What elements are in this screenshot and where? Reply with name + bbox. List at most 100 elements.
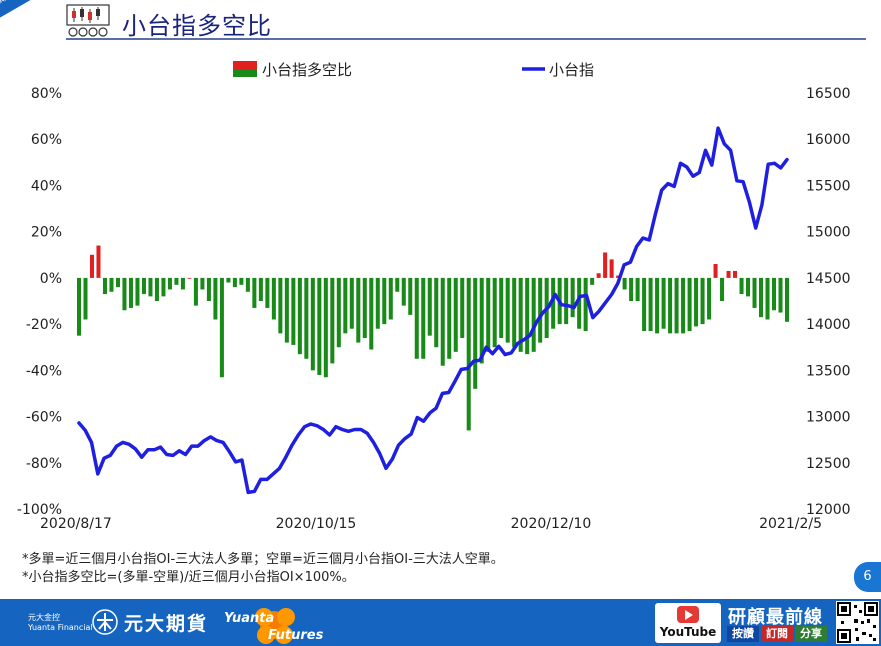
- bar: [102, 277, 107, 295]
- bar: [382, 277, 387, 325]
- y-axis-right: 16500 16000 15500 15000 14500 14000 13500 13000…: [806, 86, 851, 518]
- bar: [291, 277, 296, 345]
- legend-bar-label: 小台指多空比: [262, 61, 352, 79]
- bar: [128, 277, 133, 308]
- bar: [421, 277, 426, 359]
- corner-banner: YUANTA F: [0, 0, 56, 21]
- bar: [583, 277, 588, 332]
- bar: [765, 277, 770, 320]
- bar: [252, 277, 257, 308]
- price-line: [77, 126, 789, 495]
- y-axis-left: 80% 60% 40% 20% 0% -20% -40% -60% -80% -100%: [17, 86, 62, 518]
- bar: [115, 277, 120, 288]
- bar: [518, 277, 523, 352]
- chart-legend: 小台指多空比 小台指: [233, 61, 594, 79]
- bar: [167, 277, 172, 290]
- footer-small-brand-en: Yuanta Financial: [28, 623, 93, 632]
- bar: [310, 277, 315, 371]
- bar: [395, 277, 400, 292]
- bar: [336, 277, 341, 348]
- bar: [271, 277, 276, 320]
- bar: [681, 277, 686, 334]
- bar: [479, 277, 484, 364]
- bar: [154, 277, 159, 301]
- bar: [700, 277, 705, 325]
- bar: [226, 277, 231, 283]
- bar: [434, 277, 439, 348]
- bar: [388, 277, 393, 320]
- x-tick-label: 2020/8/17: [40, 516, 112, 532]
- bar: [687, 277, 692, 332]
- youtube-label: YouTube: [659, 625, 717, 639]
- bar: [427, 277, 432, 336]
- bar: [122, 277, 127, 311]
- youtube-button[interactable]: YouTube: [655, 603, 721, 643]
- bar: [343, 277, 348, 334]
- bar: [362, 277, 367, 338]
- y-right-tick-label: 15500: [806, 178, 851, 194]
- bar: [408, 277, 413, 315]
- bar: [200, 277, 205, 290]
- bar: [453, 277, 458, 352]
- bar: [759, 277, 764, 318]
- share-button[interactable]: 分享: [795, 626, 827, 642]
- y-left-tick-label: 60%: [31, 132, 62, 148]
- y-left-tick-label: -80%: [26, 456, 62, 472]
- bar: [538, 277, 543, 343]
- y-left-tick-label: 0%: [40, 271, 62, 287]
- footnotes: *多單=近三個月小台指OI-三大法人多單；空單=近三個月小台指OI-三大法人空單…: [22, 551, 504, 587]
- bar: [83, 277, 88, 320]
- slide-header: YUANTA F 小台指多空比: [0, 0, 881, 42]
- footer-small-brand: 元大金控 Yuanta Financial: [28, 613, 93, 633]
- y-right-tick-label: 14500: [806, 271, 851, 287]
- x-axis: 2020/8/17 2020/10/15 2020/12/10 2021/2/5: [40, 516, 822, 532]
- bar: [629, 277, 634, 301]
- yuanta-futures-logo: Yuanta Futures: [224, 608, 324, 644]
- y-left-tick-label: -100%: [17, 502, 62, 518]
- bar: [713, 264, 718, 278]
- bar: [180, 277, 185, 290]
- bar: [135, 277, 140, 306]
- bar: [473, 277, 478, 389]
- subscribe-button[interactable]: 訂閱: [761, 626, 793, 642]
- bar: [772, 277, 777, 311]
- bar: [414, 277, 419, 359]
- x-tick-label: 2021/2/5: [759, 516, 822, 532]
- bar: [720, 277, 725, 301]
- bar: [96, 245, 101, 278]
- bar: [206, 277, 211, 301]
- bar: [784, 277, 790, 322]
- candlestick-logo-icon: [66, 4, 110, 37]
- bar: [317, 277, 322, 375]
- bar: [187, 277, 192, 279]
- like-button[interactable]: 按讚: [727, 626, 759, 642]
- bar: [89, 254, 95, 278]
- bar: [661, 277, 666, 329]
- y-right-tick-label: 14000: [806, 317, 851, 333]
- bar: [648, 277, 653, 332]
- bar: [609, 259, 614, 278]
- footnote-1: *多單=近三個月小台指OI-三大法人多單；空單=近三個月小台指OI-三大法人空單…: [22, 552, 504, 567]
- y-right-tick-label: 13000: [806, 410, 851, 426]
- qr-code-icon: [836, 601, 879, 644]
- y-left-tick-label: -20%: [26, 317, 62, 333]
- futures-logo-text-1: Yuanta: [224, 611, 274, 626]
- bar: [746, 277, 751, 297]
- bar: [499, 277, 504, 338]
- bar: [655, 277, 660, 334]
- bar: [174, 277, 179, 285]
- bar: [148, 277, 153, 297]
- bar: [460, 277, 465, 338]
- bar: [297, 277, 302, 355]
- bar: [739, 277, 744, 295]
- y-left-tick-label: -40%: [26, 363, 62, 379]
- bar: [570, 277, 575, 318]
- bar: [577, 277, 582, 329]
- bar: [531, 277, 536, 352]
- page-title: 小台指多空比: [122, 12, 272, 40]
- bar: [440, 277, 445, 366]
- bar: [447, 277, 452, 359]
- bar: [616, 275, 621, 278]
- y-left-tick-label: 20%: [31, 225, 62, 241]
- bar: [668, 277, 673, 334]
